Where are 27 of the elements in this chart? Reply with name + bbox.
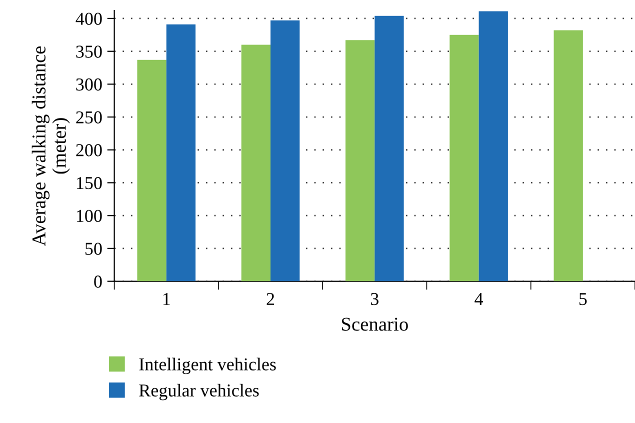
- y-tick-label: 150: [77, 176, 102, 190]
- y-axis-title: Average walking distance (meter): [32, 46, 70, 246]
- legend-label: Intelligent vehicles: [139, 358, 276, 374]
- bar: [166, 24, 196, 282]
- bar: [450, 34, 479, 282]
- x-tick-label: 5: [579, 293, 587, 306]
- y-tick-label: 250: [76, 111, 102, 124]
- bar: [374, 16, 404, 282]
- y-tick-label: 50: [85, 242, 102, 255]
- y-tick-label: 350: [76, 46, 102, 58]
- x-tick-label: 4: [474, 293, 484, 305]
- x-axis-title: Scenario: [342, 318, 408, 331]
- bar: [478, 11, 508, 282]
- bar: [270, 20, 300, 282]
- y-tick-label: 200: [76, 144, 102, 156]
- bar: [345, 40, 375, 282]
- bar: [241, 44, 271, 282]
- x-tick-label: 1: [163, 293, 170, 305]
- y-tick-label: 300: [76, 78, 102, 91]
- x-tick-label: 2: [266, 292, 274, 305]
- bar: [554, 30, 583, 282]
- y-tick-label: 0: [94, 276, 102, 288]
- y-tick-label: 100: [77, 210, 102, 222]
- bar: [137, 60, 166, 282]
- y-tick-label: 400: [76, 12, 102, 25]
- x-tick-label: 3: [371, 292, 378, 306]
- legend-label: Regular vehicles: [139, 384, 259, 400]
